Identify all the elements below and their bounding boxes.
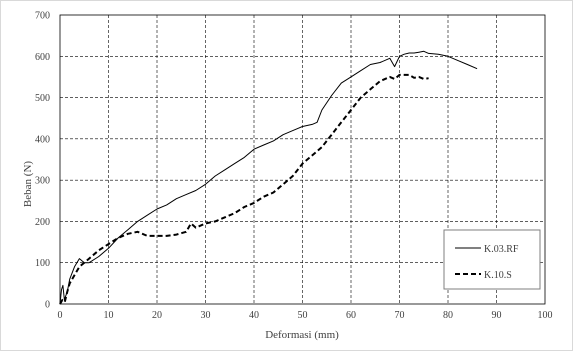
y-tick-label: 200 (35, 217, 50, 228)
legend-box (443, 229, 541, 290)
x-axis-label: Deformasi (mm) (265, 329, 339, 341)
y-tick-label: 600 (35, 52, 50, 63)
x-tick-label: 60 (346, 310, 356, 321)
x-tick-label: 80 (443, 310, 453, 321)
x-tick-label: 100 (538, 310, 553, 321)
legend-label-k10s: K.10.S (484, 270, 512, 281)
legend-label-k03rf: K.03.RF (484, 244, 519, 255)
x-tick-label: 50 (298, 310, 308, 321)
y-tick-label: 400 (35, 134, 50, 145)
x-tick-label: 30 (201, 310, 211, 321)
x-tick-label: 20 (152, 310, 162, 321)
series-line-k10s (59, 73, 429, 305)
y-tick-label: 100 (35, 258, 50, 269)
series-lines (59, 50, 478, 305)
x-tick-label: 70 (395, 310, 405, 321)
y-axis-label: Beban (N) (22, 161, 34, 207)
x-tick-label: 90 (492, 310, 502, 321)
y-tick-label: 300 (35, 176, 50, 187)
tick-labels: 0 10 20 30 40 50 60 70 80 90 100 0 100 200 300 400 500 60… (35, 11, 553, 322)
y-tick-label: 700 (35, 11, 50, 22)
series-line-k03rf (59, 50, 478, 305)
y-tick-label: 500 (35, 93, 50, 104)
x-tick-label: 40 (249, 310, 259, 321)
legend: K.03.RF K.10.S (443, 229, 541, 290)
y-tick-label: 0 (45, 300, 50, 311)
x-tick-label: 0 (58, 310, 63, 321)
x-tick-label: 10 (104, 310, 114, 321)
